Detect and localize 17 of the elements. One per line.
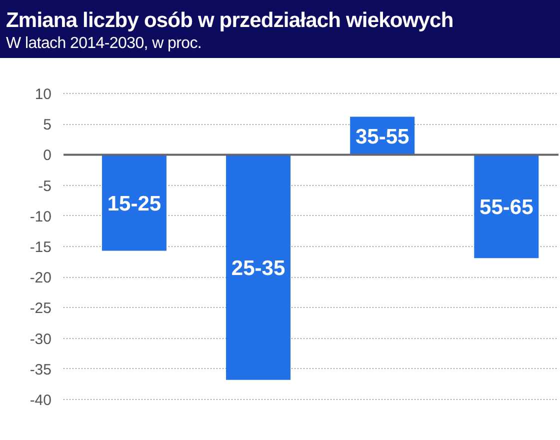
y-tick-label: -25 xyxy=(30,300,52,318)
x-tick-label: 25-35 xyxy=(231,256,286,280)
chart-subtitle: W latach 2014-2030, w proc. xyxy=(6,34,203,54)
y-tick-label: -15 xyxy=(30,239,52,256)
x-tick-label: 55-65 xyxy=(480,196,534,219)
chart-title: Zmiana liczby osób w przedziałach wiekowych xyxy=(6,8,454,34)
x-tick-label: 35-55 xyxy=(355,125,410,148)
y-tick-label: -10 xyxy=(30,208,52,226)
y-tick-label: -35 xyxy=(30,361,52,378)
y-tick-label: -40 xyxy=(30,392,52,409)
y-tick-label: 5 xyxy=(43,116,52,134)
y-tick-label: 0 xyxy=(43,147,52,164)
x-tick-label: 15-25 xyxy=(107,192,162,216)
y-tick-label: 10 xyxy=(34,86,52,104)
y-tick-label: -20 xyxy=(30,270,52,287)
y-tick-label: -5 xyxy=(38,178,52,195)
y-tick-label: -30 xyxy=(30,330,52,348)
